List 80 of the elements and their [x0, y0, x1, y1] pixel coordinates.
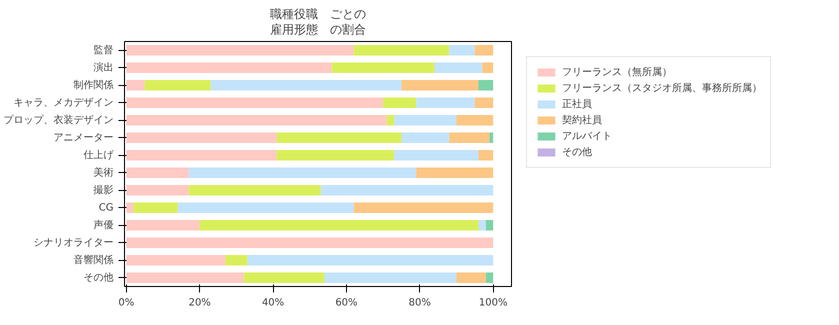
bar — [126, 62, 332, 73]
bar — [134, 202, 178, 213]
bar — [478, 220, 486, 230]
x-tick-label: 40% — [262, 298, 284, 308]
bar — [188, 185, 321, 196]
legend-label: 契約社員 — [562, 114, 602, 127]
bar — [434, 62, 482, 73]
chart-title: 職種役職 ごとの雇用形態 の割合 — [270, 7, 366, 36]
bar — [386, 115, 394, 126]
x-tick-label: 100% — [478, 298, 508, 308]
bar — [276, 150, 394, 160]
bar — [126, 238, 494, 248]
bar — [456, 115, 494, 126]
bar — [126, 168, 189, 178]
bar — [324, 272, 456, 283]
x-tick-label: 60% — [335, 298, 358, 308]
bar — [449, 45, 475, 56]
y-tick-label: 演出 — [94, 61, 114, 74]
bar — [144, 80, 211, 90]
bar — [474, 98, 494, 108]
x-tick-label: 80% — [408, 298, 431, 308]
y-tick-label: 監督 — [94, 44, 114, 56]
bar — [394, 150, 478, 160]
bar — [401, 80, 478, 90]
bar — [126, 185, 189, 196]
y-tick-label: 撮影 — [94, 184, 114, 196]
y-tick-label: 制作関係 — [74, 78, 114, 91]
y-tick-label: その他 — [84, 271, 114, 284]
y-tick-label: キャラ、メカデザイン — [14, 97, 114, 108]
bar — [188, 168, 416, 178]
bar — [276, 132, 402, 143]
bar — [416, 168, 494, 178]
y-tick-label: CG — [98, 202, 114, 214]
bar — [126, 80, 145, 90]
bar — [486, 272, 494, 283]
bar — [489, 132, 494, 143]
bar — [244, 272, 324, 283]
bar — [126, 98, 384, 108]
y-tick-label: 美術 — [94, 166, 114, 178]
legend-label: 正社員 — [562, 98, 592, 111]
x-tick-label: 0% — [118, 298, 134, 308]
legend-label: その他 — [562, 146, 592, 159]
bar — [332, 62, 434, 73]
bar — [200, 220, 478, 230]
y-tick-label: 声優 — [94, 218, 114, 231]
bar — [354, 202, 494, 213]
bar — [449, 132, 490, 143]
legend-label: フリーランス（無所属） — [562, 66, 672, 79]
bar — [320, 185, 494, 196]
y-tick-label: シナリオライター — [34, 237, 114, 248]
bar — [126, 115, 387, 126]
bar — [383, 98, 416, 108]
bar — [126, 272, 244, 283]
bar — [478, 150, 494, 160]
bar — [126, 132, 277, 143]
bar — [126, 202, 134, 213]
bar — [478, 80, 494, 90]
x-tick-label: 20% — [188, 298, 211, 308]
y-tick-label: アニメーター — [54, 132, 114, 144]
y-tick-label: 音響関係 — [74, 254, 114, 266]
legend-label: アルバイト — [562, 130, 612, 143]
legend-label: フリーランス（スタジオ所属、事務所所属） — [562, 82, 762, 95]
bar — [225, 255, 248, 266]
bar — [486, 220, 494, 230]
bar — [126, 150, 277, 160]
bar — [416, 98, 475, 108]
y-tick-label: 仕上げ — [84, 148, 114, 161]
bar — [210, 80, 402, 90]
bar — [178, 202, 354, 213]
bar — [126, 220, 200, 230]
bar — [401, 132, 450, 143]
bar — [474, 45, 494, 56]
bar — [126, 255, 226, 266]
y-tick-label: プロップ、衣装デザイン — [4, 114, 114, 126]
bar — [482, 62, 494, 73]
bar — [394, 115, 456, 126]
bar — [456, 272, 486, 283]
bar — [354, 45, 450, 56]
bar — [247, 255, 494, 266]
bar — [126, 45, 354, 56]
